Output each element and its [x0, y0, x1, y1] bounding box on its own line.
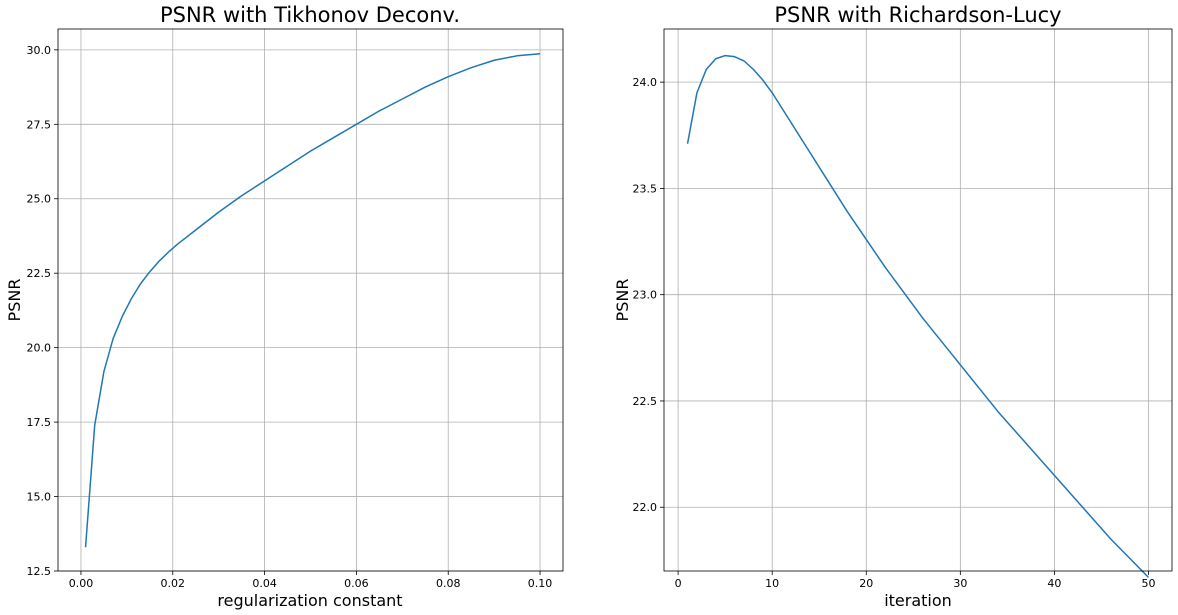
plot-frame [57, 28, 564, 572]
y-tick-label: 23.5 [633, 182, 658, 195]
y-tick-label: 12.5 [27, 565, 52, 578]
y-tick-label: 22.5 [27, 267, 52, 280]
y-tick-label: 23.0 [633, 289, 658, 302]
x-axis-label: iteration [884, 591, 952, 610]
y-axis-label: PSNR [613, 279, 632, 322]
chart-tikhonov: PSNR with Tikhonov Deconv. regularizatio… [5, 3, 564, 610]
chart-richardson-lucy: PSNR with Richardson-Lucy iteration PSNR… [613, 3, 1173, 610]
x-tick-label: 0.06 [344, 577, 369, 590]
x-tick-label: 10 [765, 577, 779, 590]
x-tick-label: 30 [953, 577, 967, 590]
y-tick-label: 17.5 [27, 416, 52, 429]
grid [664, 29, 1172, 571]
y-tick-label: 22.0 [633, 501, 658, 514]
x-tick-label: 0.02 [161, 577, 186, 590]
y-tick-label: 27.5 [27, 118, 52, 131]
series-line [84, 52, 541, 548]
chart-title: PSNR with Richardson-Lucy [774, 3, 1061, 27]
x-tick-label: 0 [675, 577, 682, 590]
y-tick-label: 30.0 [27, 44, 52, 57]
x-axis-label: regularization constant [217, 591, 402, 610]
y-tick-label: 24.0 [633, 76, 658, 89]
x-tick-label: 50 [1141, 577, 1155, 590]
x-tick-label: 20 [859, 577, 873, 590]
y-tick-label: 22.5 [633, 395, 658, 408]
x-tick-label: 0.10 [528, 577, 553, 590]
chart-title: PSNR with Tikhonov Deconv. [160, 3, 460, 27]
x-tick-label: 0.00 [69, 577, 94, 590]
series-line [686, 54, 1150, 578]
x-tick-label: 0.08 [436, 577, 461, 590]
y-tick-label: 20.0 [27, 342, 52, 355]
y-tick-label: 15.0 [27, 491, 52, 504]
x-tick-label: 0.04 [252, 577, 277, 590]
x-tick-label: 40 [1047, 577, 1061, 590]
grid [58, 29, 563, 572]
y-axis-label: PSNR [5, 279, 24, 322]
y-tick-label: 25.0 [27, 193, 52, 206]
plot-frame [663, 28, 1173, 572]
